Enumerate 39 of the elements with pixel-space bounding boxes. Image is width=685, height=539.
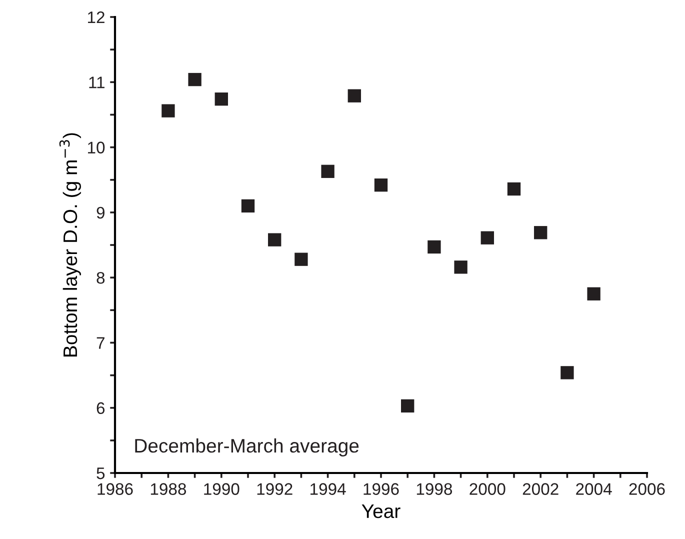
x-tick-label: 1996 xyxy=(364,483,399,495)
x-tick-label: 1988 xyxy=(150,483,186,495)
x-tick-label: 2004 xyxy=(576,483,612,495)
point xyxy=(587,287,600,300)
y-tick-label: 9 xyxy=(96,206,104,219)
y-tick-label: 11 xyxy=(89,76,104,88)
point xyxy=(321,164,334,178)
y-tick-label: 12 xyxy=(88,11,104,24)
y-tick-label: 6 xyxy=(96,402,105,414)
point xyxy=(401,399,414,412)
annotation: December-March average xyxy=(135,438,359,457)
point xyxy=(294,252,308,266)
y-tick-label: 10 xyxy=(88,142,105,154)
point xyxy=(428,240,441,254)
point xyxy=(162,104,175,118)
point xyxy=(188,72,202,86)
y-tick-label: 7 xyxy=(96,337,104,349)
point xyxy=(214,92,228,106)
x-tick-label: 1986 xyxy=(98,483,133,495)
x-axis-title: Year xyxy=(362,504,400,518)
point xyxy=(268,233,282,246)
y-tick-label: 8 xyxy=(96,272,105,284)
x-tick-label: 2002 xyxy=(522,483,558,495)
x-tick-label: 1992 xyxy=(257,483,292,495)
point xyxy=(534,226,548,240)
point xyxy=(560,366,574,380)
point xyxy=(507,182,521,196)
x-tick-label: 1990 xyxy=(204,483,240,495)
y-tick-label: 5 xyxy=(96,468,105,480)
point xyxy=(348,89,361,102)
x-tick-label: 2000 xyxy=(470,483,506,495)
x-tick-label: 1994 xyxy=(310,483,346,495)
x-tick-label: 2006 xyxy=(629,483,665,495)
point xyxy=(454,260,468,274)
x-tick-label: 1998 xyxy=(416,483,452,495)
y-axis-title: Bottom layer D.O. (g m$^{−3}$) xyxy=(59,133,81,356)
point xyxy=(480,231,494,244)
point xyxy=(374,178,388,192)
point xyxy=(241,199,255,212)
